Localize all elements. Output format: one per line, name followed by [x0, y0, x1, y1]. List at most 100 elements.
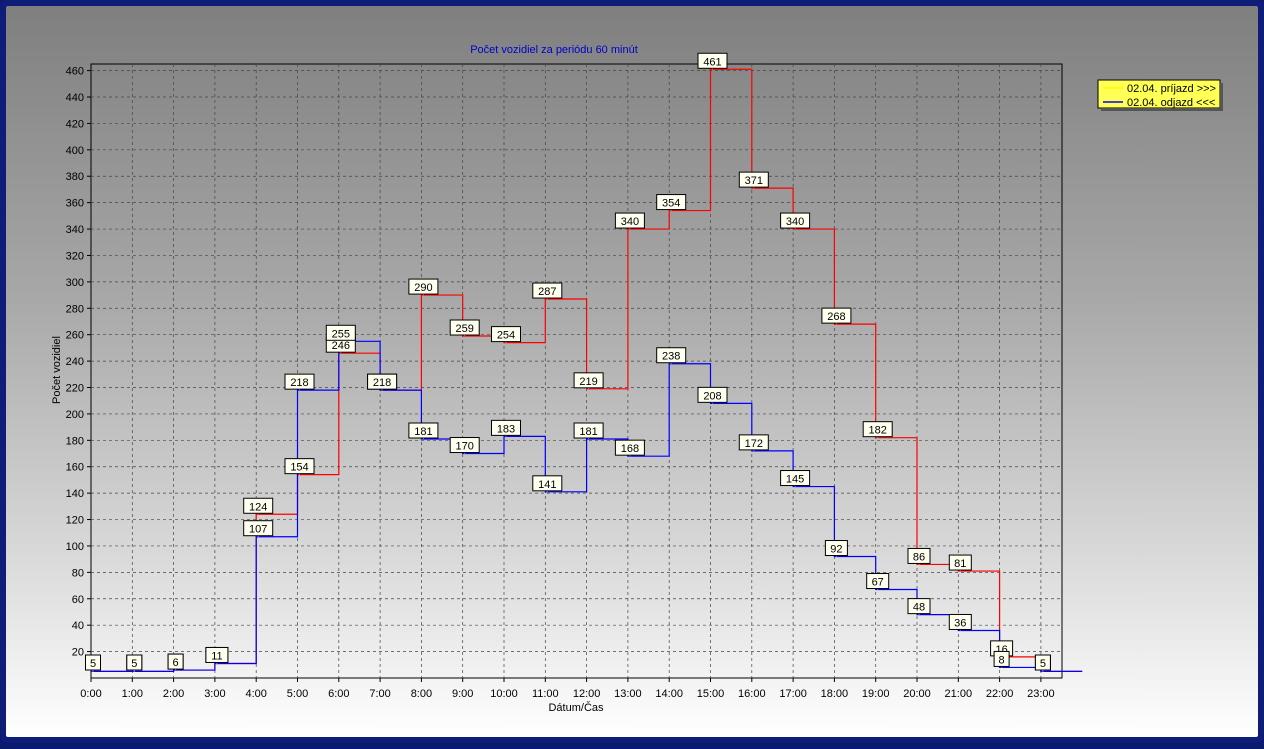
x-tick-label: 2:00 [163, 688, 184, 700]
data-label: 208 [703, 390, 721, 402]
data-label: 67 [872, 577, 884, 589]
data-label: 340 [786, 216, 804, 228]
data-label: 8 [999, 654, 1005, 666]
y-tick-label: 220 [66, 383, 84, 395]
y-tick-label: 120 [66, 515, 84, 527]
y-tick-label: 160 [66, 462, 84, 474]
y-tick-label: 380 [66, 171, 84, 183]
x-tick-label: 1:00 [122, 688, 143, 700]
y-tick-label: 100 [66, 541, 84, 553]
data-label: 218 [373, 377, 391, 389]
data-label-box [656, 194, 687, 211]
data-label: 6 [173, 657, 179, 669]
y-tick-label: 360 [66, 198, 84, 210]
data-label: 268 [827, 311, 845, 323]
y-tick-label: 20 [72, 647, 84, 659]
data-label-box [408, 422, 439, 439]
x-tick-label: 15:00 [697, 688, 725, 700]
x-tick-label: 8:00 [411, 688, 432, 700]
data-label-box [367, 373, 398, 390]
x-tick-label: 10:00 [490, 688, 518, 700]
data-label: 170 [456, 441, 474, 453]
data-label: 219 [579, 376, 597, 388]
x-tick-label: 17:00 [779, 688, 807, 700]
data-label: 254 [497, 330, 515, 342]
data-label: 182 [869, 425, 887, 437]
data-label-box [821, 307, 852, 324]
data-label-box [284, 373, 315, 390]
y-axis: 20 40 60 80 100 120 140 160 180 200 220 240 260 280 30… [66, 66, 91, 659]
x-tick-label: 9:00 [452, 688, 473, 700]
y-axis-title: Počet vozidiel [51, 336, 63, 404]
data-label: 145 [786, 474, 804, 486]
data-label: 5 [1040, 658, 1046, 670]
data-label-box [491, 326, 521, 343]
data-label-box [205, 646, 229, 663]
data-label: 340 [621, 216, 639, 228]
data-label: 168 [621, 443, 639, 455]
data-label: 183 [497, 423, 515, 435]
y-tick-label: 140 [66, 488, 84, 500]
y-tick-label: 460 [66, 66, 84, 78]
y-tick-label: 400 [66, 145, 84, 157]
data-label-box [126, 654, 143, 671]
data-label-box [614, 439, 645, 456]
data-label-box [573, 422, 604, 439]
data-label-box [449, 437, 480, 454]
y-tick-label: 300 [66, 277, 84, 289]
legend-shadow-bottom [1101, 108, 1223, 111]
x-axis-title: Dátum/Čas [548, 701, 604, 714]
data-label-box [573, 372, 604, 389]
x-tick-label: 7:00 [369, 688, 390, 700]
data-label-box [1034, 654, 1051, 671]
data-label: 86 [913, 551, 925, 563]
y-tick-label: 420 [66, 118, 84, 130]
data-label-box [993, 650, 1010, 667]
data-label: 461 [703, 56, 721, 68]
data-label: 36 [954, 617, 966, 629]
data-label: 154 [290, 462, 308, 474]
data-label: 181 [414, 426, 432, 438]
data-label-box [449, 319, 480, 336]
y-tick-label: 40 [72, 620, 84, 632]
data-label-box [824, 540, 848, 557]
legend: 02.04. príjazd >>> 02.04. odjazd <<< [1097, 79, 1223, 111]
data-label: 124 [249, 501, 267, 513]
x-tick-label: 20:00 [903, 688, 931, 700]
x-axis: 0:00 1:00 2:00 3:00 4:00 5:00 6:00 7:00 8:00 9:00… [80, 678, 1055, 700]
data-label-box [614, 212, 645, 229]
data-label-box [284, 458, 315, 475]
grid [91, 64, 1062, 678]
x-tick-label: 12:00 [573, 688, 601, 700]
x-tick-label: 5:00 [287, 688, 308, 700]
data-labels: 5 5 6 11 124 154 246 218 290 259 254 287 219 340 354 46… [85, 52, 1051, 672]
y-tick-label: 200 [66, 409, 84, 421]
data-label-box [907, 598, 931, 615]
data-label-box [866, 573, 890, 590]
y-tick-label: 240 [66, 356, 84, 368]
data-label: 48 [913, 602, 925, 614]
chart-title: Počet vozidiel za periódu 60 minút [470, 44, 638, 56]
series-line-departure [91, 340, 1083, 672]
data-label-box [243, 497, 274, 514]
x-tick-label: 3:00 [204, 688, 225, 700]
legend-label-departure: 02.04. odjazd <<< [1127, 97, 1215, 109]
x-tick-label: 21:00 [945, 688, 973, 700]
y-tick-label: 180 [66, 435, 84, 447]
data-label: 287 [538, 286, 556, 298]
data-label: 141 [538, 479, 556, 491]
data-label: 172 [745, 438, 763, 450]
x-tick-label: 13:00 [614, 688, 642, 700]
data-label: 5 [90, 658, 96, 670]
series-line-arrival [91, 68, 1083, 672]
x-tick-label: 6:00 [328, 688, 349, 700]
data-label-box [656, 347, 687, 364]
data-label: 218 [290, 377, 308, 389]
data-label: 11 [211, 650, 222, 662]
data-label-box [780, 212, 811, 229]
data-label: 81 [954, 558, 966, 570]
data-label-box [948, 613, 972, 630]
data-label: 290 [414, 282, 432, 294]
y-tick-label: 280 [66, 303, 84, 315]
data-label-box [325, 324, 356, 341]
